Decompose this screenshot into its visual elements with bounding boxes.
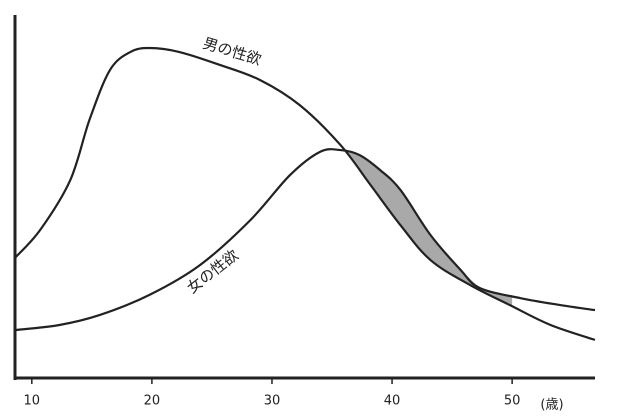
x-tick-label: 10 bbox=[24, 394, 41, 409]
line-series bbox=[14, 148, 596, 332]
x-tick-label: 20 bbox=[144, 394, 161, 409]
shaded-area bbox=[345, 151, 513, 307]
series-label: 男の性欲 bbox=[201, 34, 264, 69]
x-axis-label: (歳) bbox=[540, 398, 563, 413]
x-tick-label: 50 bbox=[504, 394, 521, 409]
line-series bbox=[14, 46, 596, 341]
x-tick-label: 40 bbox=[384, 394, 401, 409]
x-tick-label: 30 bbox=[264, 394, 281, 409]
